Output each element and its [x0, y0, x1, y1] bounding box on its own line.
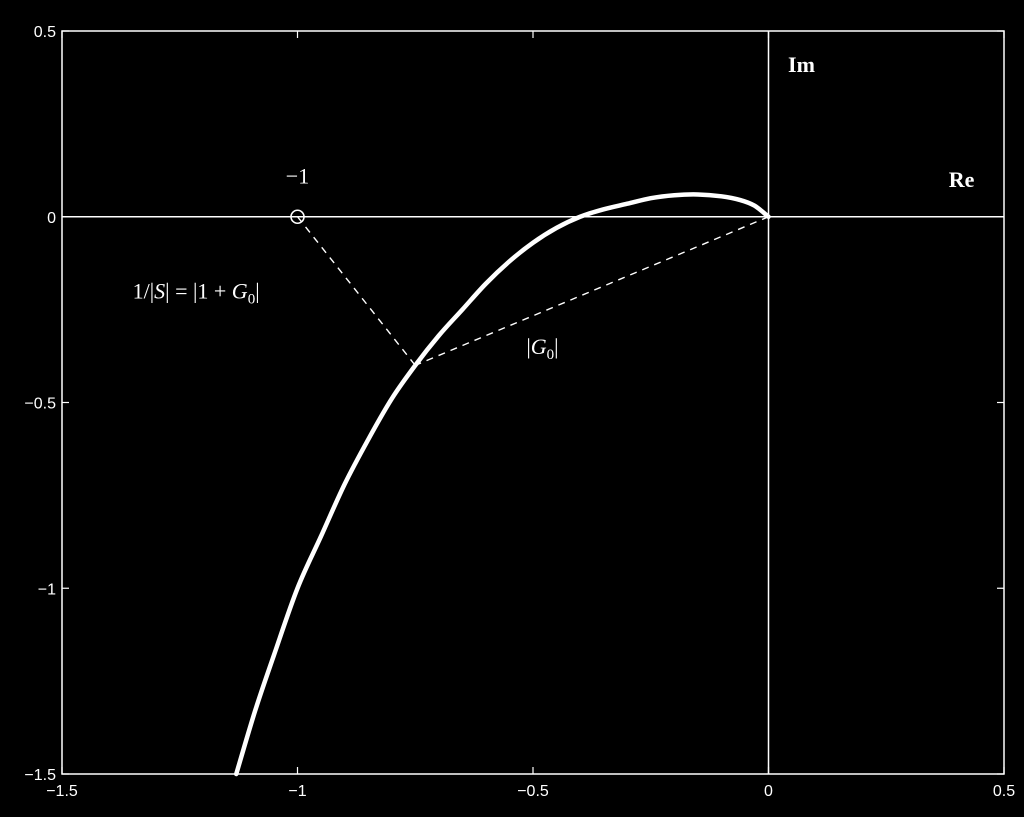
- markers: [290, 209, 305, 225]
- g0-magnitude-label: |G0|: [526, 334, 558, 363]
- x-tick-label: 0: [764, 783, 773, 800]
- minus-one-label: −1: [286, 163, 309, 188]
- y-tick-label: −1.5: [24, 767, 56, 784]
- nyquist-curve-group: [234, 192, 771, 777]
- critical-point-marker: [290, 209, 305, 225]
- x-tick-label: −0.5: [517, 783, 549, 800]
- nyquist-curve: [234, 192, 771, 777]
- sensitivity-label: 1/|S| = |1 + G0|: [133, 278, 260, 307]
- real-axis-label: Re: [949, 167, 975, 192]
- y-tick-label: −1: [38, 581, 56, 598]
- x-tick-label: 0.5: [993, 783, 1015, 800]
- dashed-segments: [296, 216, 769, 366]
- x-tick-label: −1.5: [46, 783, 78, 800]
- annotations: Im Re −1 1/|S| = |1 + G0| |G0|: [133, 52, 975, 363]
- y-tick-label: −0.5: [24, 396, 56, 413]
- y-tick-label: 0: [47, 210, 56, 227]
- tick-labels: −1.5 −1 −0.5 0 0.5 −1.5 −1 −0.5 0 0.5: [24, 24, 1015, 800]
- imag-axis-label: Im: [788, 52, 815, 77]
- reference-axes: [62, 31, 1004, 774]
- y-tick-label: 0.5: [34, 24, 56, 41]
- x-tick-label: −1: [288, 783, 306, 800]
- dashed-sensitivity-distance: [296, 216, 416, 366]
